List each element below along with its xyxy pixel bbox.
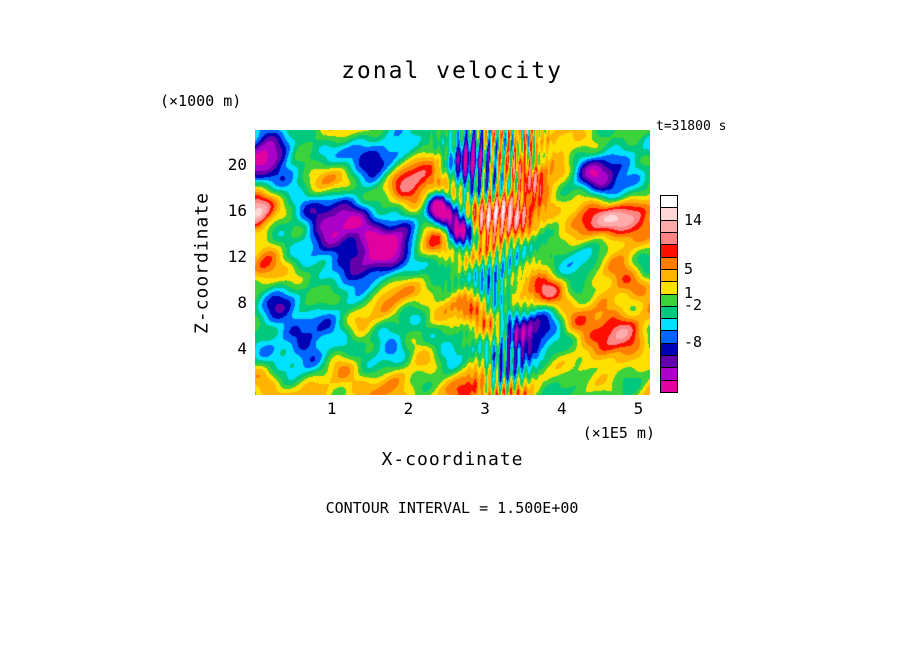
colorbar-segment xyxy=(661,343,677,357)
colorbar xyxy=(660,195,678,393)
colorbar-segment xyxy=(661,282,677,295)
y-axis-unit: (×1000 m) xyxy=(160,92,242,110)
colorbar-segment xyxy=(661,232,677,246)
x-tick-label: 1 xyxy=(326,399,337,418)
y-tick-label: 4 xyxy=(237,338,247,358)
colorbar-segment xyxy=(661,220,677,233)
colorbar-segment xyxy=(661,368,677,381)
colorbar-segment xyxy=(661,380,677,392)
x-tick-label: 5 xyxy=(633,399,644,418)
y-tick-label: 8 xyxy=(237,292,247,312)
colorbar-segment xyxy=(661,356,677,369)
colorbar-segment xyxy=(661,196,677,209)
colorbar-segment xyxy=(661,319,677,332)
timestamp-label: t=31800 s xyxy=(656,119,727,134)
contour-interval-label: CONTOUR INTERVAL = 1.500E+00 xyxy=(325,499,579,517)
colorbar-label: -2 xyxy=(684,296,703,315)
colorbar-label: 14 xyxy=(684,210,703,229)
y-tick-label: 12 xyxy=(227,246,247,266)
x-axis-unit: (×1E5 m) xyxy=(582,424,655,442)
colorbar-label: -8 xyxy=(684,333,703,351)
colorbar-segment xyxy=(661,208,677,221)
x-tick-label: 4 xyxy=(556,399,567,418)
colorbar-segment xyxy=(661,245,677,258)
x-tick-label: 3 xyxy=(480,399,490,418)
y-tick-label: 20 xyxy=(227,154,247,174)
colorbar-label: 1 xyxy=(684,284,694,302)
x-axis-label: X-coordinate xyxy=(381,449,524,470)
colorbar-segment xyxy=(661,331,677,344)
x-tick-label: 2 xyxy=(403,399,414,418)
colorbar-segment xyxy=(661,269,677,283)
page-title: zonal velocity xyxy=(341,58,563,84)
contour-field-canvas xyxy=(255,130,650,395)
colorbar-segment xyxy=(661,294,677,307)
colorbar-segment xyxy=(661,306,677,320)
colorbar-segment xyxy=(661,257,677,270)
y-tick-label: 16 xyxy=(227,200,247,220)
colorbar-label: 5 xyxy=(684,259,694,278)
